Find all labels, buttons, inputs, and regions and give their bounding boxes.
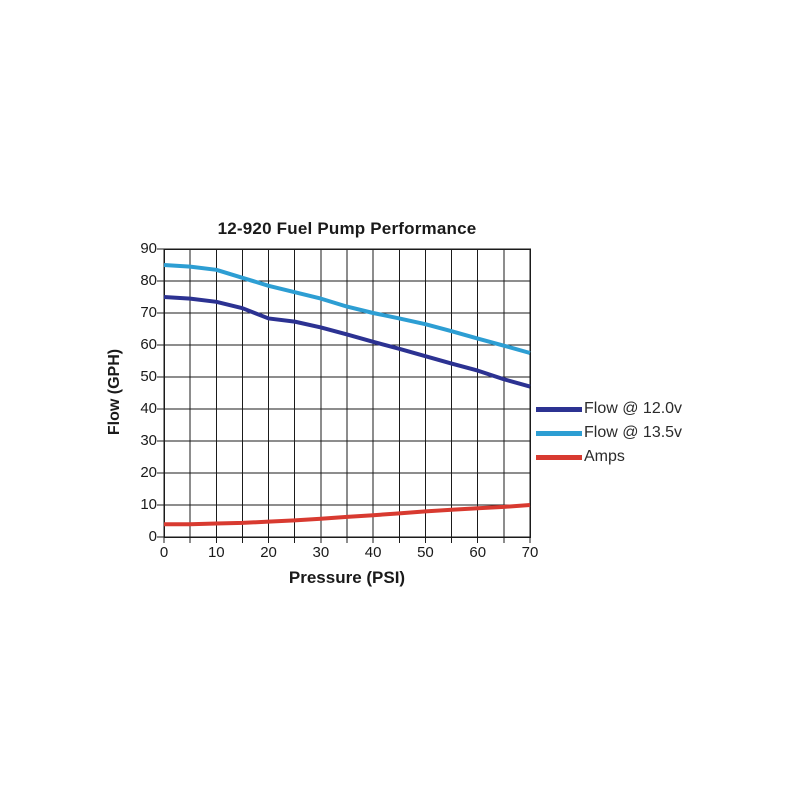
legend: Flow @ 12.0v Flow @ 13.5v Amps bbox=[536, 397, 682, 469]
x-tick-label: 20 bbox=[260, 544, 277, 561]
x-axis-label: Pressure (PSI) bbox=[288, 568, 406, 587]
series-line-1 bbox=[163, 263, 531, 355]
x-tick-label: 50 bbox=[417, 544, 434, 561]
series-line-0 bbox=[163, 295, 531, 389]
chart-title: 12-920 Fuel Pump Performance bbox=[217, 219, 477, 238]
y-tick-label: 30 bbox=[140, 432, 157, 449]
legend-swatch-icon bbox=[536, 406, 582, 412]
y-tick-label: 0 bbox=[148, 528, 157, 545]
x-tick-label: 30 bbox=[312, 544, 330, 561]
x-tick-label: 40 bbox=[364, 544, 382, 561]
y-tick-label: 50 bbox=[140, 368, 157, 385]
y-tick-label: 40 bbox=[140, 400, 157, 417]
plot-border bbox=[163, 248, 531, 538]
plot-area bbox=[157, 248, 531, 543]
x-tick-label: 70 bbox=[521, 544, 539, 561]
y-tick-label: 70 bbox=[140, 304, 157, 321]
y-tick-label: 10 bbox=[140, 496, 157, 513]
x-tick-label: 0 bbox=[159, 544, 169, 561]
legend-swatch-icon bbox=[536, 454, 582, 460]
x-tick-label: 10 bbox=[207, 544, 225, 561]
y-tick-label: 90 bbox=[140, 240, 157, 257]
y-tick-label: 80 bbox=[140, 272, 157, 289]
legend-label: Flow @ 13.5v bbox=[584, 424, 683, 441]
legend-label: Flow @ 12.0v bbox=[584, 400, 683, 417]
y-tick-label: 20 bbox=[140, 464, 157, 481]
legend-row: Flow @ 13.5v bbox=[536, 421, 682, 445]
y-tick-label: 60 bbox=[140, 336, 157, 353]
legend-row: Flow @ 12.0v bbox=[536, 397, 682, 421]
legend-row: Amps bbox=[536, 445, 682, 469]
legend-swatch-icon bbox=[536, 430, 582, 436]
series-line-2 bbox=[164, 503, 531, 527]
legend-label: Amps bbox=[584, 448, 625, 465]
x-tick-label: 60 bbox=[469, 544, 487, 561]
